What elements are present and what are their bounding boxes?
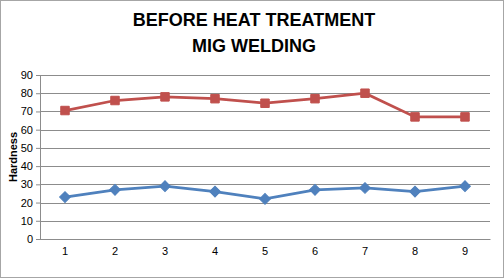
grid-line — [40, 111, 490, 112]
tick-label: 9 — [462, 245, 468, 257]
tick-mark — [36, 166, 40, 167]
y-axis: 0 10 20 30 40 50 60 70 80 90 — [21, 69, 41, 245]
marker — [160, 181, 171, 192]
tick-mark — [36, 239, 40, 240]
chart: BEFORE HEAT TREATMENT MIG WELDING 0 10 20 30 4… — [0, 0, 504, 278]
tick-label: 7 — [362, 245, 368, 257]
series-group — [60, 89, 471, 204]
grid-line — [40, 184, 490, 185]
tick-label: 5 — [262, 245, 268, 257]
tick: 7 — [362, 245, 368, 257]
series-line — [65, 93, 465, 117]
chart-frame — [1, 1, 504, 278]
tick-label: 60 — [21, 124, 33, 136]
tick: 10 — [21, 215, 40, 227]
tick-mark — [36, 203, 40, 204]
grid-line — [40, 239, 490, 240]
marker — [161, 93, 169, 101]
grid-line — [40, 130, 490, 131]
marker — [410, 186, 421, 197]
marker — [60, 192, 71, 203]
tick: 5 — [262, 245, 268, 257]
grid — [40, 76, 490, 240]
tick: 70 — [21, 105, 40, 117]
tick: 6 — [312, 245, 318, 257]
x-axis: 1 2 3 4 5 6 7 8 9 — [41, 240, 491, 257]
tick: 90 — [21, 69, 40, 81]
marker — [310, 184, 321, 195]
marker — [360, 183, 371, 194]
tick: 20 — [21, 197, 40, 209]
tick: 3 — [162, 245, 168, 257]
axis-line — [41, 239, 491, 240]
marker — [460, 181, 471, 192]
grid-line — [40, 75, 490, 76]
marker — [461, 113, 469, 121]
marker — [211, 94, 219, 102]
tick-label: 6 — [312, 245, 318, 257]
tick: 2 — [112, 245, 118, 257]
marker — [311, 94, 319, 102]
tick: 1 — [62, 245, 68, 257]
marker — [110, 184, 121, 195]
tick-label: 90 — [21, 69, 33, 81]
grid-line — [40, 148, 490, 149]
tick-mark — [36, 148, 40, 149]
grid-line — [40, 221, 490, 222]
tick-label: 10 — [21, 215, 33, 227]
marker — [111, 96, 119, 104]
chart-title: BEFORE HEAT TREATMENT — [133, 10, 375, 30]
tick-mark — [36, 130, 40, 131]
tick-mark — [36, 111, 40, 112]
marker — [260, 194, 271, 205]
tick-label: 30 — [21, 178, 33, 190]
tick-mark — [36, 221, 40, 222]
axis-title: Hardness — [7, 132, 19, 182]
tick-label: 40 — [21, 160, 33, 172]
tick-label: 50 — [21, 142, 33, 154]
tick-label: 20 — [21, 197, 33, 209]
tick: 0 — [27, 233, 40, 245]
tick-label: 2 — [112, 245, 118, 257]
chart-title: MIG WELDING — [192, 36, 316, 56]
marker — [411, 113, 419, 121]
tick: 80 — [21, 87, 40, 99]
tick: 9 — [462, 245, 468, 257]
tick: 40 — [21, 160, 40, 172]
marker — [61, 106, 69, 114]
plot: 0 10 20 30 40 50 60 70 80 90 1 2 3 4 5 6 7 8 9 — [21, 69, 491, 257]
axis-line — [40, 76, 41, 240]
grid-line — [40, 93, 490, 94]
tick-mark — [36, 75, 40, 76]
tick-label: 1 — [62, 245, 68, 257]
tick-mark — [36, 93, 40, 94]
tick-label: 3 — [162, 245, 168, 257]
tick-label: 70 — [21, 105, 33, 117]
tick-label: 0 — [27, 233, 33, 245]
marker — [210, 186, 221, 197]
tick: 60 — [21, 124, 40, 136]
tick-label: 4 — [212, 245, 218, 257]
tick: 4 — [212, 245, 218, 257]
tick: 50 — [21, 142, 40, 154]
tick-label: 80 — [21, 87, 33, 99]
tick-mark — [36, 184, 40, 185]
marker — [261, 99, 269, 107]
tick: 8 — [412, 245, 418, 257]
marker — [361, 89, 369, 97]
tick: 30 — [21, 178, 40, 190]
grid-line — [40, 166, 490, 167]
tick-label: 8 — [412, 245, 418, 257]
